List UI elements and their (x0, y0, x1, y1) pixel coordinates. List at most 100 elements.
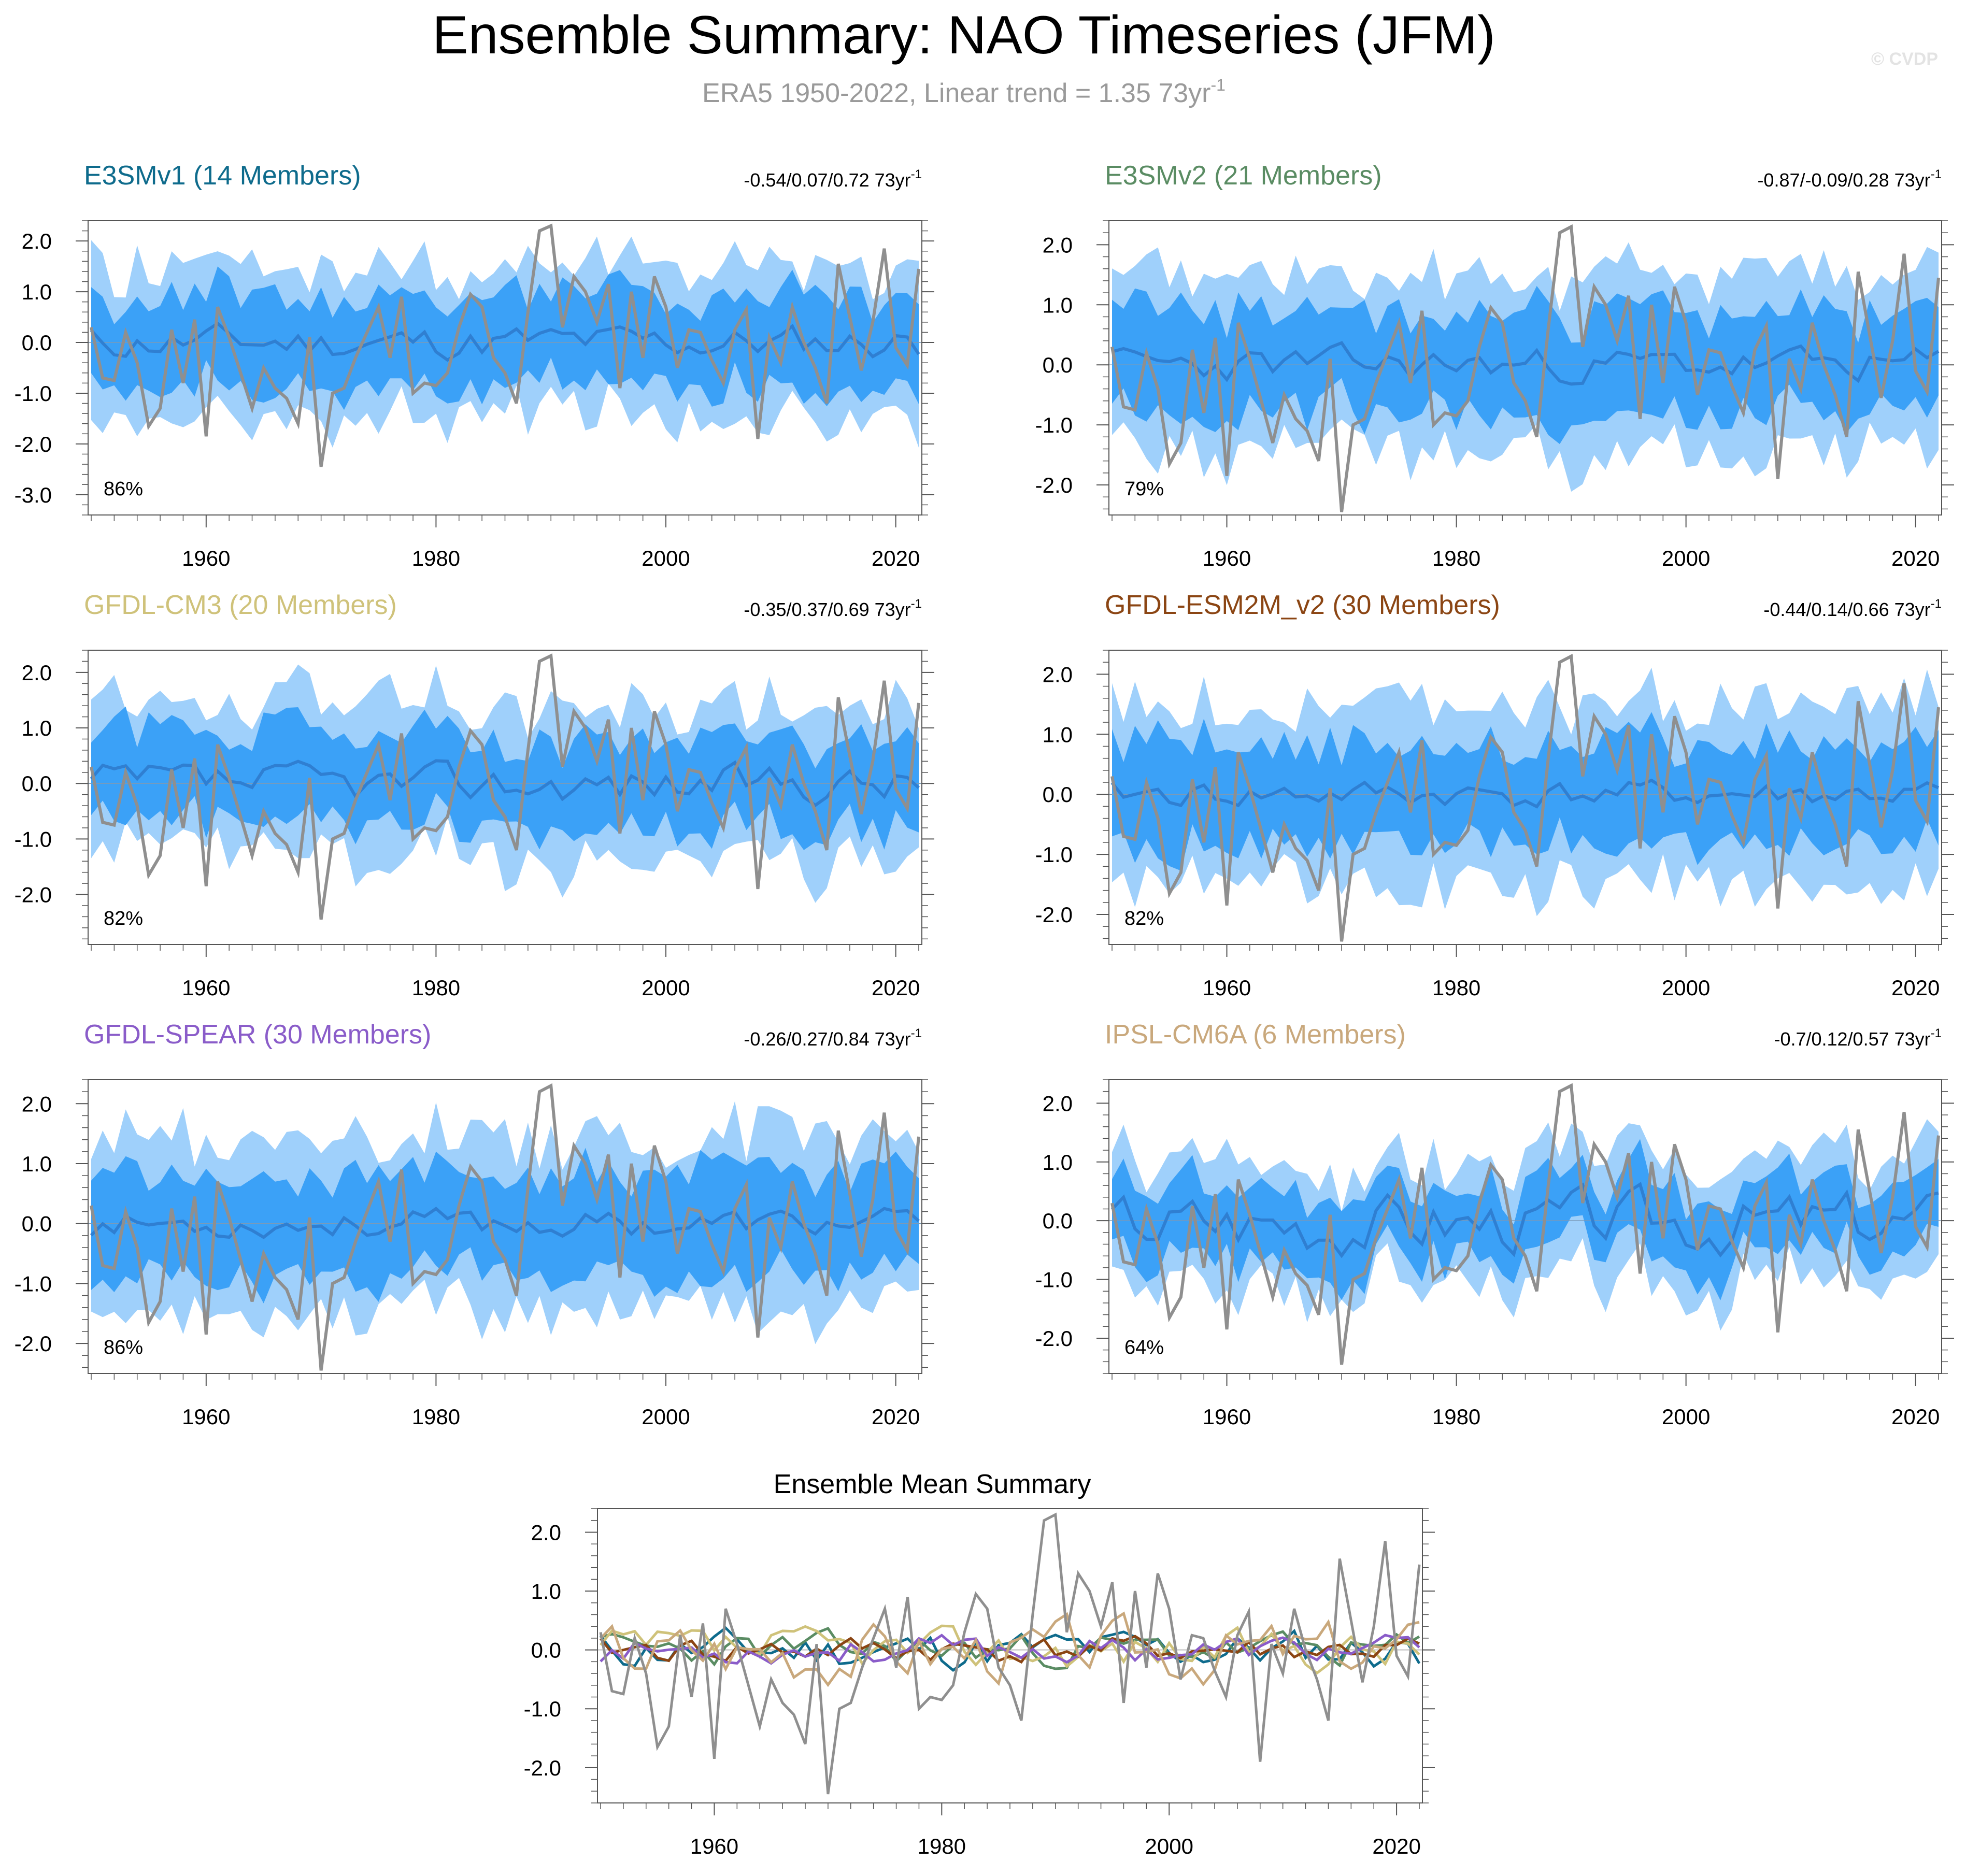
y-tick-label: -2.0 (15, 1331, 52, 1356)
y-tick-label: 1.0 (1043, 722, 1073, 747)
x-tick-label: 1960 (182, 1405, 230, 1429)
y-tick-label: 0.0 (1043, 782, 1073, 807)
panel-title: E3SMv2 (21 Members) (1105, 161, 1382, 191)
y-tick-label: 1.0 (22, 280, 52, 304)
y-tick-label: 1.0 (22, 716, 52, 740)
panel-title: GFDL-CM3 (20 Members) (84, 590, 397, 620)
x-tick-label: 2020 (1891, 546, 1940, 570)
y-tick-label: -1.0 (1035, 413, 1073, 437)
panel-trend-text: -0.26/0.27/0.84 73yr (744, 1028, 910, 1050)
y-tick-label: -2.0 (1035, 1326, 1073, 1351)
figure-subtitle: ERA5 1950-2022, Linear trend = 1.35 73yr… (702, 76, 1226, 108)
ensemble-mean-line (90, 1207, 920, 1239)
y-tick-label: -2.0 (15, 432, 52, 456)
observed-line (1110, 1083, 1940, 1365)
panel-1: E3SMv1 (14 Members) -0.54/0.07/0.72 73yr-… (15, 161, 934, 570)
panel-trend: -0.26/0.27/0.84 73yr-1 (744, 1026, 922, 1050)
panel-trend-sup: -1 (911, 597, 922, 611)
x-tick-label: 1980 (412, 976, 460, 1000)
ensemble-mean-series-e3smv2 (600, 1627, 1420, 1670)
x-tick-label: 1980 (412, 546, 460, 570)
cvdp-watermark: © CVDP (1871, 49, 1938, 69)
figure-subtitle-text: ERA5 1950-2022, Linear trend = 1.35 73yr (702, 78, 1210, 108)
y-tick-label: -1.0 (15, 381, 52, 406)
y-tick-label: 2.0 (22, 661, 52, 685)
x-tick-label: 1960 (182, 546, 230, 570)
y-tick-label: 0.0 (22, 771, 52, 796)
observed-line (1110, 224, 1940, 512)
observed-line (1110, 653, 1940, 942)
y-tick-label: 0.0 (531, 1638, 561, 1663)
panels-group: E3SMv1 (14 Members) -0.54/0.07/0.72 73yr-… (15, 161, 1954, 1858)
observed-line (599, 1512, 1421, 1795)
x-tick-label: 2020 (1891, 1405, 1940, 1429)
x-tick-label: 2000 (1662, 1405, 1710, 1429)
ensemble-mean-line (1112, 341, 1940, 386)
y-tick-label: 2.0 (1043, 1091, 1073, 1115)
observed-line (90, 1083, 920, 1371)
x-tick-label: 2000 (642, 976, 690, 1000)
percent-label: 64% (1124, 1337, 1164, 1358)
x-tick-label: 2000 (1145, 1834, 1193, 1858)
panel-2: E3SMv2 (21 Members) -0.87/-0.09/0.28 73yr… (1035, 161, 1954, 570)
panel-trend-text: -0.54/0.07/0.72 73yr (744, 169, 910, 191)
y-tick-label: 2.0 (1043, 233, 1073, 257)
panel-trend-sup: -1 (911, 167, 922, 181)
spread-band-inner (91, 266, 919, 410)
x-tick-label: 1960 (1203, 546, 1251, 570)
x-tick-label: 1980 (918, 1834, 966, 1858)
x-tick-label: 1960 (690, 1834, 738, 1858)
y-tick-label: -1.0 (524, 1697, 561, 1721)
x-tick-label: 2020 (872, 976, 920, 1000)
x-tick-label: 2000 (642, 1405, 690, 1429)
panel-7: Ensemble Mean Summary 2.0 1.0 0.0 -1.0 -2.0 19… (524, 1469, 1435, 1858)
x-tick-label: 2000 (1662, 976, 1710, 1000)
y-tick-label: -1.0 (1035, 1268, 1073, 1292)
panel-trend-sup: -1 (1931, 597, 1942, 611)
x-tick-label: 1980 (1432, 976, 1480, 1000)
panel-trend: -0.7/0.12/0.57 73yr-1 (1774, 1026, 1942, 1050)
panel-title: IPSL-CM6A (6 Members) (1105, 1020, 1406, 1050)
spread-band-inner (1112, 1139, 1939, 1300)
x-tick-label: 2000 (642, 546, 690, 570)
panel-trend: -0.35/0.37/0.69 73yr-1 (744, 597, 922, 620)
percent-label: 86% (104, 1337, 143, 1358)
percent-label: 86% (104, 478, 143, 500)
y-tick-label: 0.0 (22, 1212, 52, 1236)
ensemble-mean-series-gfdl_spear (600, 1634, 1420, 1665)
x-tick-label: 1960 (1203, 976, 1251, 1000)
panel-trend-sup: -1 (1931, 167, 1942, 181)
y-tick-label: 1.0 (531, 1579, 561, 1603)
panel-trend: -0.44/0.14/0.66 73yr-1 (1763, 597, 1942, 620)
y-tick-label: -2.0 (15, 883, 52, 907)
y-tick-label: 1.0 (1043, 1150, 1073, 1175)
panel-5: GFDL-SPEAR (30 Members) -0.26/0.27/0.84 7… (15, 1020, 934, 1429)
panel-trend-text: -0.44/0.14/0.66 73yr (1763, 599, 1930, 620)
x-tick-label: 1980 (412, 1405, 460, 1429)
spread-band-inner (1112, 712, 1939, 871)
panel-trend-text: -0.7/0.12/0.57 73yr (1774, 1028, 1930, 1050)
y-tick-label: -3.0 (15, 483, 52, 507)
figure-subtitle-sup: -1 (1211, 76, 1226, 94)
panel-4: GFDL-ESM2M_v2 (30 Members) -0.44/0.14/0.6… (1035, 590, 1954, 1000)
observed-line (90, 223, 920, 467)
panel-6: IPSL-CM6A (6 Members) -0.7/0.12/0.57 73yr… (1035, 1020, 1954, 1429)
observed-line (90, 653, 920, 920)
panel-trend-sup: -1 (1931, 1026, 1942, 1040)
percent-label: 79% (1124, 478, 1164, 500)
x-tick-label: 1980 (1432, 546, 1480, 570)
panel-trend-text: -0.35/0.37/0.69 73yr (744, 599, 910, 620)
y-tick-label: 2.0 (22, 229, 52, 253)
percent-label: 82% (104, 908, 143, 929)
panel-title: Ensemble Mean Summary (774, 1469, 1091, 1499)
x-tick-label: 2000 (1662, 546, 1710, 570)
x-tick-label: 2020 (872, 1405, 920, 1429)
panel-title: GFDL-SPEAR (30 Members) (84, 1020, 431, 1050)
y-tick-label: 0.0 (1043, 1209, 1073, 1233)
y-tick-label: 0.0 (1043, 353, 1073, 377)
panel-trend: -0.54/0.07/0.72 73yr-1 (744, 167, 922, 191)
y-tick-label: 0.0 (22, 331, 52, 355)
y-tick-label: 2.0 (22, 1092, 52, 1116)
panel-trend: -0.87/-0.09/0.28 73yr-1 (1757, 167, 1942, 191)
